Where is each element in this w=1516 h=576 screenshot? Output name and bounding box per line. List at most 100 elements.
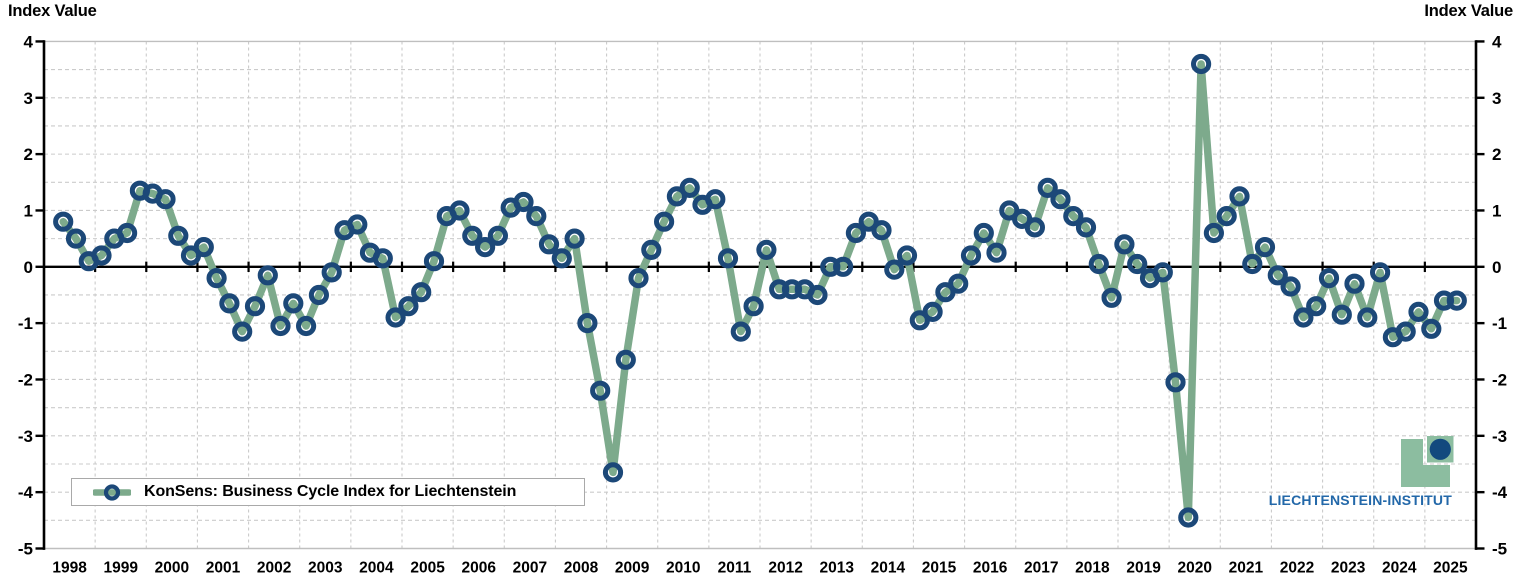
data-point-marker <box>1242 253 1263 275</box>
data-point-marker <box>449 200 470 221</box>
data-point-marker <box>526 206 547 227</box>
data-point-marker <box>1370 262 1391 283</box>
data-point-marker <box>513 191 534 213</box>
data-point-marker <box>193 237 214 258</box>
data-point-marker <box>283 293 304 314</box>
data-point-marker <box>1293 307 1314 328</box>
data-point-marker <box>398 296 419 317</box>
x-tick-label: 2005 <box>410 560 445 576</box>
liechtenstein-institut-logo-icon <box>1401 436 1454 487</box>
data-point-marker <box>654 211 675 232</box>
y-axis-title-right: Index Value <box>1424 2 1513 20</box>
data-point-marker <box>628 268 649 289</box>
x-tick-label: 2016 <box>973 560 1008 576</box>
data-point-marker <box>1446 290 1467 311</box>
data-point-marker <box>372 248 393 269</box>
y-tick-label-right: 0 <box>1492 258 1501 277</box>
data-point-marker <box>1421 318 1442 339</box>
x-tick-label: 2007 <box>513 560 547 576</box>
x-tick-label: 2020 <box>1177 560 1211 576</box>
data-point-marker <box>1254 237 1276 258</box>
data-point-marker <box>487 225 508 246</box>
data-point-marker <box>577 313 598 334</box>
data-point-marker <box>1101 287 1122 308</box>
x-tick-label: 2003 <box>308 560 343 576</box>
y-tick-label-right: -1 <box>1492 314 1507 333</box>
x-tick-label: 2011 <box>718 560 752 576</box>
x-tick-label: 2024 <box>1382 560 1417 576</box>
data-point-marker <box>1203 222 1225 244</box>
x-tick-label: 2014 <box>871 560 906 576</box>
data-point-marker <box>538 234 560 255</box>
data-point-marker <box>411 282 432 303</box>
x-tick-label: 2018 <box>1075 560 1110 576</box>
data-point-marker <box>1037 177 1058 198</box>
x-tick-label: 2015 <box>922 560 957 576</box>
x-tick-label: 2017 <box>1024 560 1058 576</box>
data-point-marker <box>1191 53 1212 75</box>
x-tick-label: 2019 <box>1126 560 1161 576</box>
data-point-marker <box>948 273 969 294</box>
data-point-marker <box>1395 321 1416 342</box>
data-point-marker <box>845 222 867 244</box>
data-point-marker <box>91 245 112 266</box>
y-tick-label-right: 4 <box>1492 32 1502 51</box>
x-tick-label: 2002 <box>257 560 291 576</box>
legend-label: KonSens: Business Cycle Index for Liecht… <box>144 483 517 500</box>
legend-line-marker-icon <box>93 483 131 501</box>
data-point-marker <box>602 462 624 483</box>
y-tick-label-right: -2 <box>1492 370 1507 389</box>
data-point-marker <box>53 211 74 232</box>
data-point-marker <box>1114 234 1135 255</box>
x-tick-label: 2021 <box>1229 560 1264 576</box>
data-point-marker <box>257 265 278 286</box>
x-tick-label: 2022 <box>1280 560 1314 576</box>
data-point-marker <box>385 307 406 328</box>
x-tick-label: 2013 <box>819 560 854 576</box>
y-tick-label-right: 1 <box>1492 201 1501 220</box>
data-point-marker <box>244 296 266 317</box>
y-tick-label-right: 2 <box>1492 145 1501 164</box>
data-point-marker <box>270 315 291 337</box>
data-point-marker <box>347 214 368 235</box>
y-tick-label-left: 4 <box>24 32 34 51</box>
data-point-marker <box>168 225 189 246</box>
logo-text: LIECHTENSTEIN-INSTITUT <box>1268 492 1452 508</box>
data-point-marker <box>896 245 918 266</box>
x-tick-label: 2009 <box>615 560 650 576</box>
data-point-marker <box>551 248 572 269</box>
data-point-marker <box>960 245 982 266</box>
data-point-marker <box>590 380 611 401</box>
liechtenstein-institut-logo <box>1399 434 1457 490</box>
data-point-marker <box>807 284 828 306</box>
data-point-marker <box>321 262 342 283</box>
data-point-marker <box>1229 186 1250 207</box>
data-point-marker <box>833 256 854 277</box>
x-tick-label: 2012 <box>768 560 802 576</box>
y-tick-label-left: 0 <box>24 258 33 277</box>
x-tick-label: 2023 <box>1331 560 1366 576</box>
x-tick-label: 2004 <box>359 560 394 576</box>
data-point-marker <box>1280 276 1301 297</box>
data-point-marker <box>615 349 636 370</box>
data-point-marker <box>1408 301 1429 322</box>
x-tick-label: 2000 <box>155 560 189 576</box>
data-point-marker <box>1267 265 1288 286</box>
data-point-marker <box>922 301 943 322</box>
x-tick-label: 2010 <box>666 560 700 576</box>
data-point-marker <box>743 296 764 317</box>
y-tick-label-left: -3 <box>18 427 33 446</box>
y-tick-label-left: -2 <box>18 370 33 389</box>
y-tick-label-right: -4 <box>1492 483 1508 502</box>
y-tick-label-left: -5 <box>18 540 33 559</box>
y-tick-label-left: -4 <box>18 483 34 502</box>
data-point-marker <box>730 321 751 342</box>
x-tick-label: 1999 <box>103 560 138 576</box>
data-point-marker <box>155 189 176 210</box>
data-point-marker <box>232 321 253 342</box>
y-tick-label-right: -3 <box>1492 427 1507 446</box>
data-point-marker <box>1178 507 1199 528</box>
data-point-marker <box>296 315 317 337</box>
data-point-marker <box>986 242 1007 263</box>
